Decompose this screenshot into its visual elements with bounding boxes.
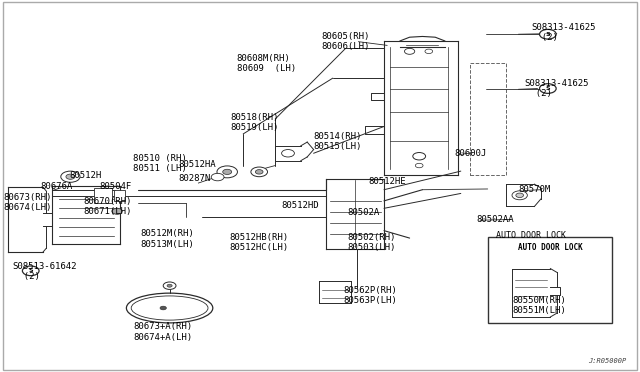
Text: 80673(RH)
80674(LH): 80673(RH) 80674(LH) xyxy=(3,193,52,212)
Circle shape xyxy=(112,208,122,214)
Text: S: S xyxy=(545,86,550,91)
Circle shape xyxy=(160,306,166,310)
Text: J:R05000P: J:R05000P xyxy=(588,358,626,364)
Circle shape xyxy=(512,191,527,200)
Text: 80605(RH)
80606(LH): 80605(RH) 80606(LH) xyxy=(321,32,370,51)
Text: S08513-61642
  (2): S08513-61642 (2) xyxy=(13,262,77,281)
Text: 80514(RH)
80515(LH): 80514(RH) 80515(LH) xyxy=(314,132,362,151)
Text: 80676A: 80676A xyxy=(40,182,72,191)
Text: 80512HD: 80512HD xyxy=(282,201,319,210)
Circle shape xyxy=(223,169,232,174)
Text: 80287N: 80287N xyxy=(178,174,210,183)
Text: S08313-41625
  (2): S08313-41625 (2) xyxy=(525,79,589,98)
Text: S: S xyxy=(28,268,33,273)
Circle shape xyxy=(255,170,263,174)
Circle shape xyxy=(413,153,426,160)
Text: 80510 (RH)
80511 (LH): 80510 (RH) 80511 (LH) xyxy=(133,154,187,173)
Text: 80512M(RH)
80513M(LH): 80512M(RH) 80513M(LH) xyxy=(141,229,195,248)
Circle shape xyxy=(404,48,415,54)
Text: 80512HA: 80512HA xyxy=(178,160,216,169)
Text: 80608M(RH)
80609  (LH): 80608M(RH) 80609 (LH) xyxy=(237,54,296,73)
Circle shape xyxy=(516,193,524,198)
Circle shape xyxy=(163,282,176,289)
Text: AUTO DOOR LOCK: AUTO DOOR LOCK xyxy=(518,243,582,252)
Bar xyxy=(114,190,125,201)
Circle shape xyxy=(167,284,172,287)
Text: AUTO DOOR LOCK: AUTO DOOR LOCK xyxy=(496,231,566,240)
Text: 80502A: 80502A xyxy=(347,208,379,217)
Circle shape xyxy=(425,49,433,54)
Circle shape xyxy=(217,166,237,178)
Text: 80502(RH)
80503(LH): 80502(RH) 80503(LH) xyxy=(347,233,396,252)
Text: 80570M: 80570M xyxy=(518,185,550,194)
Circle shape xyxy=(282,150,294,157)
Text: S: S xyxy=(545,32,550,37)
Text: 80512HE: 80512HE xyxy=(368,177,406,186)
Circle shape xyxy=(211,173,224,181)
Bar xyxy=(94,188,112,203)
Circle shape xyxy=(540,84,556,93)
Circle shape xyxy=(251,167,268,177)
Text: 80670(RH)
80671(LH): 80670(RH) 80671(LH) xyxy=(83,197,132,216)
Circle shape xyxy=(66,174,75,179)
Circle shape xyxy=(540,29,556,39)
Bar xyxy=(488,237,612,323)
Text: 80518(RH)
80519(LH): 80518(RH) 80519(LH) xyxy=(230,113,279,132)
Text: 80673+A(RH)
80674+A(LH): 80673+A(RH) 80674+A(LH) xyxy=(133,322,192,341)
Circle shape xyxy=(415,163,423,168)
Circle shape xyxy=(61,171,80,182)
Text: 80512HB(RH)
80512HC(LH): 80512HB(RH) 80512HC(LH) xyxy=(229,233,288,252)
Text: 80504F: 80504F xyxy=(99,182,131,191)
Bar xyxy=(470,63,506,175)
Circle shape xyxy=(22,266,39,276)
Text: 80502AA: 80502AA xyxy=(477,215,515,224)
Text: 80512H: 80512H xyxy=(69,171,101,180)
Text: 80550M(RH)
80551M(LH): 80550M(RH) 80551M(LH) xyxy=(512,296,566,315)
Text: S08313-41625
  (2): S08313-41625 (2) xyxy=(531,23,596,42)
Text: 80600J: 80600J xyxy=(454,149,486,158)
Text: 80562P(RH)
80563P(LH): 80562P(RH) 80563P(LH) xyxy=(344,286,397,305)
